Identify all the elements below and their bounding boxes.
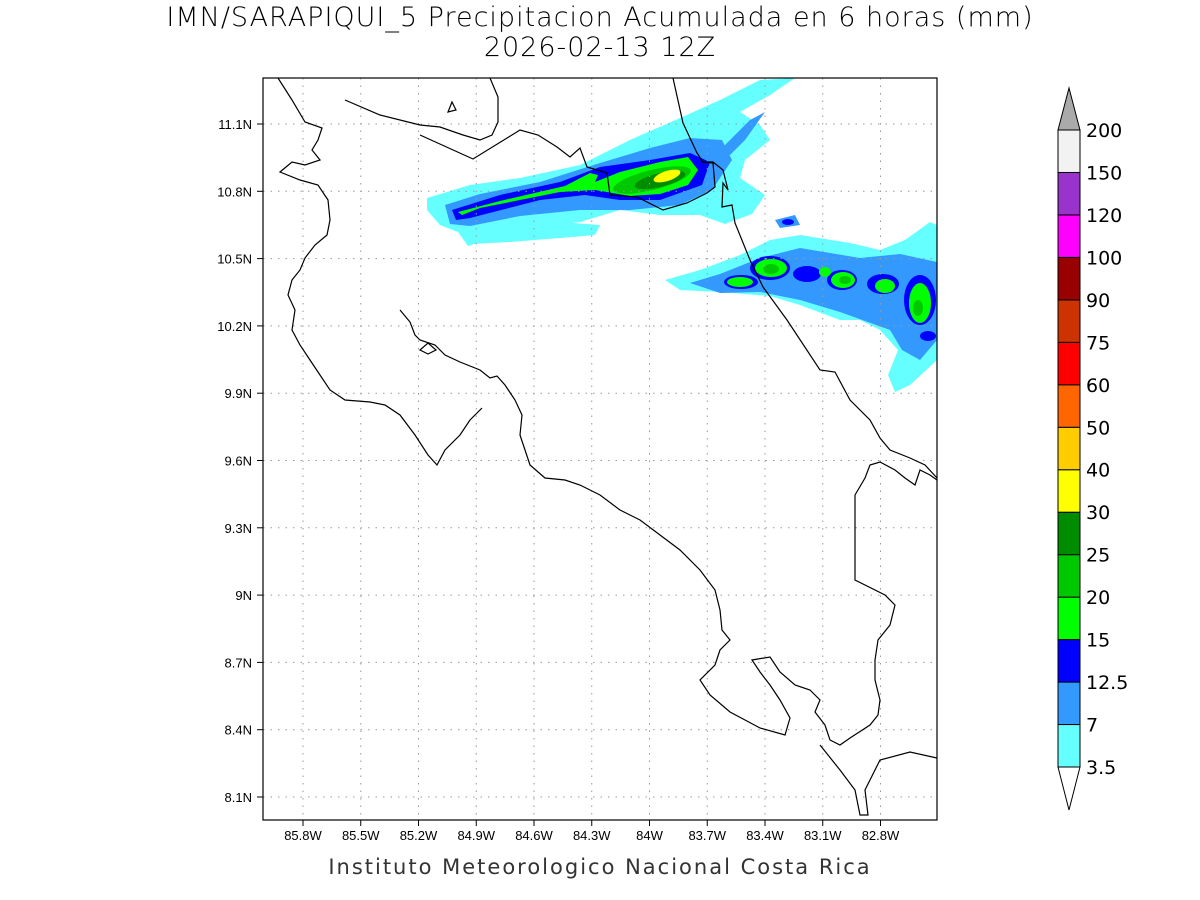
- colorbar-label: 15: [1086, 630, 1110, 652]
- colorbar-label: 50: [1086, 417, 1110, 439]
- colorbar-swatch: [1057, 681, 1081, 726]
- y-tick-label: 10.2N: [217, 319, 252, 334]
- colorbar-swatch: [1057, 426, 1081, 471]
- colorbar-swatch: [1057, 341, 1081, 386]
- colorbar-swatch: [1057, 596, 1081, 641]
- lake-island: [447, 100, 457, 113]
- latitude-axis: 11.1N 10.8N 10.5N 10.2N 9.9N 9.6N 9.3N 9N 8.7N 8.…: [217, 117, 263, 805]
- precipitation-field: [427, 78, 937, 392]
- colorbar-label: 30: [1086, 502, 1110, 524]
- x-tick-label: 83.1W: [804, 828, 842, 843]
- y-tick-label: 8.4N: [225, 723, 252, 738]
- x-tick-label: 83.7W: [688, 828, 726, 843]
- precip-15: [727, 277, 753, 287]
- colorbar-label: 150: [1086, 162, 1122, 184]
- precip-12.5: [782, 219, 794, 225]
- y-tick-label: 9.3N: [225, 521, 252, 536]
- precip-20: [763, 264, 779, 274]
- pacific-coastline: [277, 78, 483, 467]
- x-tick-label: 85.2W: [400, 828, 438, 843]
- colorbar-label: 7: [1086, 715, 1098, 737]
- chira-island: [418, 342, 438, 355]
- colorbar-above-triangle: [1057, 86, 1081, 131]
- lake-nicaragua-shore: [344, 78, 499, 141]
- precip-3.5: [635, 132, 660, 152]
- colorbar-swatch: [1057, 256, 1081, 301]
- colorbar-label: 200: [1086, 120, 1122, 142]
- colorbar-label: 120: [1086, 205, 1122, 227]
- colorbar-label: 75: [1086, 332, 1110, 354]
- colorbar-swatch: [1057, 511, 1081, 556]
- precip-15: [819, 267, 831, 277]
- colorbar-swatch: [1057, 639, 1081, 683]
- map-frame: [262, 77, 938, 821]
- y-tick-label: 9.9N: [225, 386, 252, 401]
- x-tick-label: 84.3W: [573, 828, 611, 843]
- precip-7: [720, 112, 765, 155]
- y-tick-label: 10.5N: [217, 252, 252, 267]
- precip-20: [913, 300, 923, 316]
- precip-30: [653, 169, 681, 183]
- longitude-axis: 85.8W 85.5W 85.2W 84.9W 84.6W 84.3W 84W 83.7W 83…: [284, 820, 900, 843]
- y-tick-label: 8.7N: [225, 655, 252, 670]
- colorbar-swatch: [1057, 724, 1081, 768]
- nicoya-gulf-coastline: [399, 309, 937, 746]
- colorbar-label: 100: [1086, 247, 1122, 269]
- x-tick-label: 84W: [636, 828, 663, 843]
- colorbar-label: 20: [1086, 587, 1110, 609]
- precip-12.5: [920, 331, 936, 341]
- colorbar-swatch: [1057, 469, 1081, 513]
- coastlines: [277, 78, 937, 816]
- colorbar-label: 40: [1086, 460, 1110, 482]
- map-date: 2026-02-13 12Z: [483, 32, 717, 63]
- colorbar-label: 60: [1086, 375, 1110, 397]
- colorbar-below-triangle: [1057, 766, 1081, 811]
- colorbar-swatch: [1057, 299, 1081, 343]
- y-tick-label: 9N: [235, 588, 252, 603]
- x-tick-label: 84.6W: [515, 828, 553, 843]
- footer-credit: Instituto Meteorologico Nacional Costa R…: [328, 855, 872, 879]
- y-tick-label: 9.6N: [225, 454, 252, 469]
- colorbar-label: 90: [1086, 290, 1110, 312]
- y-tick-label: 10.8N: [217, 184, 252, 199]
- colorbar-legend: 3.5 7 12.5 15 20 25 30 40 50 60 75 90 100 120 150 200: [1057, 86, 1128, 811]
- colorbar-swatch: [1057, 171, 1081, 216]
- x-tick-label: 85.8W: [284, 828, 322, 843]
- precip-15: [458, 157, 698, 215]
- map-title: IMN/SARAPIQUI_5 Precipitacion Acumulada …: [166, 2, 1034, 33]
- precip-12.5: [793, 266, 821, 282]
- x-tick-label: 83.4W: [746, 828, 784, 843]
- colorbar-label: 25: [1086, 545, 1110, 567]
- x-tick-label: 82.8W: [862, 828, 900, 843]
- nicaragua-border: [419, 129, 716, 211]
- y-tick-label: 8.1N: [225, 790, 252, 805]
- colorbar-swatch: [1057, 554, 1081, 598]
- osa-south-coastline: [819, 744, 937, 816]
- colorbar-label: 12.5: [1086, 672, 1128, 694]
- colorbar-label: 3.5: [1086, 757, 1116, 779]
- colorbar-swatch: [1057, 384, 1081, 428]
- y-tick-label: 11.1N: [218, 117, 252, 132]
- precip-15: [875, 279, 895, 293]
- precip-20: [839, 276, 851, 284]
- precip-3.5: [470, 222, 600, 244]
- x-tick-label: 84.9W: [457, 828, 495, 843]
- colorbar-swatch: [1057, 129, 1081, 173]
- x-tick-label: 85.5W: [342, 828, 380, 843]
- caribbean-coastline: [672, 78, 937, 479]
- colorbar-swatch: [1057, 214, 1081, 258]
